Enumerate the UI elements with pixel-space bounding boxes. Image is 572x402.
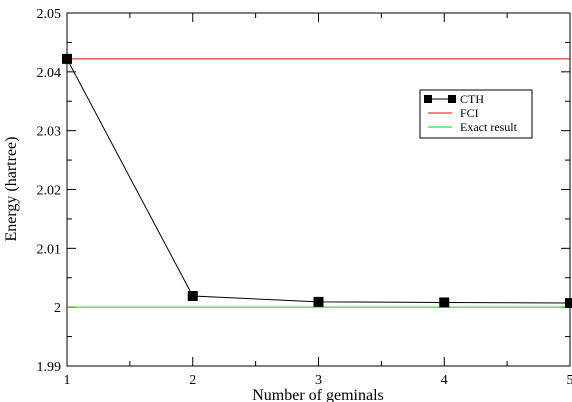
series-layer (62, 53, 572, 309)
x-tick-label: 4 (441, 373, 448, 388)
y-tick-label: 2.03 (37, 125, 62, 140)
data-point-cth (62, 53, 72, 64)
data-point-cth (313, 296, 324, 307)
x-axis-ticks: 1 2 3 4 5 (64, 13, 572, 388)
data-point-cth (187, 290, 198, 301)
y-tick-label: 1.99 (37, 360, 62, 375)
x-tick-label: 3 (315, 373, 322, 388)
y-tick-label: 2.01 (37, 242, 62, 257)
x-tick-label: 2 (189, 373, 196, 388)
legend-box (419, 89, 533, 139)
legend-label-cth: CTH (460, 92, 484, 106)
x-tick-label: 1 (64, 373, 71, 388)
legend-marker-cth (424, 95, 432, 103)
y-tick-label: 2.04 (37, 66, 62, 81)
y-tick-label: 2.02 (37, 184, 62, 199)
y-tick-label: 2.05 (37, 7, 62, 22)
y-axis-label: Energy (hartree) (3, 137, 20, 242)
legend-marker-cth (448, 95, 456, 103)
y-tick-label: 2 (54, 301, 61, 316)
legend-label-fci: FCI (460, 106, 479, 120)
x-tick-label: 5 (567, 373, 572, 388)
plot-area-frame (66, 12, 571, 367)
y-axis-ticks: 1.99 2 2.01 2.02 2.03 2.04 2.05 (37, 7, 570, 375)
data-point-cth (439, 297, 450, 308)
data-point-cth (565, 298, 572, 309)
legend-label-exact-result: Exact result (460, 120, 518, 134)
x-axis-label: Number of geminals (252, 387, 384, 402)
